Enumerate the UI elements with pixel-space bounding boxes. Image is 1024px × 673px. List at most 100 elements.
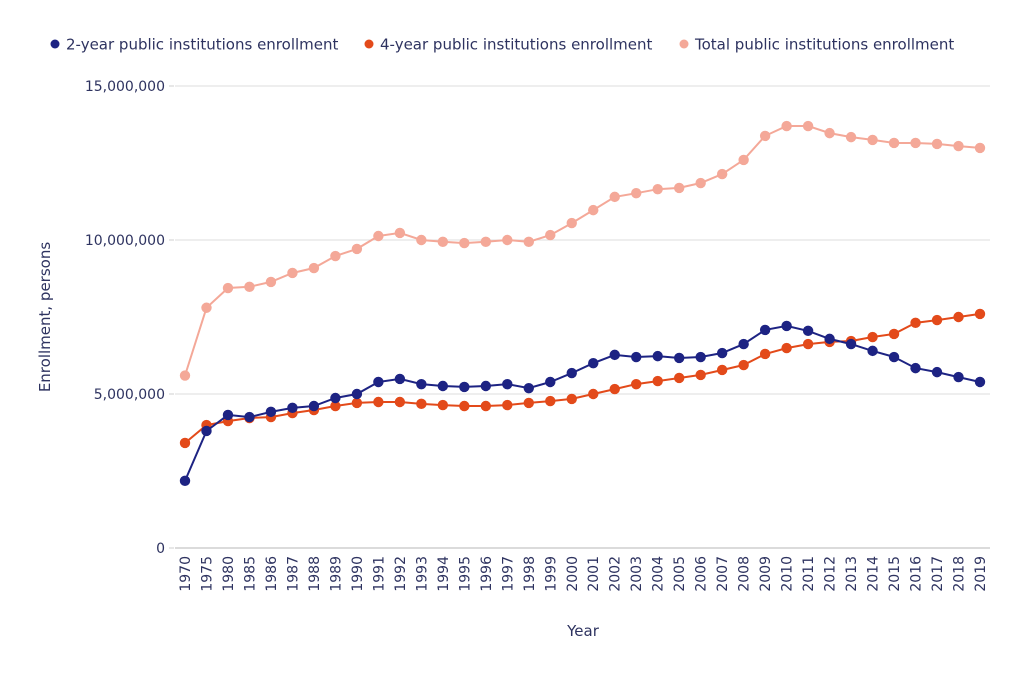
data-point[interactable] [244,281,255,293]
data-point[interactable] [931,314,943,326]
data-point[interactable] [609,383,620,395]
data-point[interactable] [287,267,298,279]
data-point[interactable] [566,217,577,229]
data-point[interactable] [179,437,191,449]
data-point[interactable] [802,338,814,350]
data-point[interactable] [609,191,620,203]
data-point[interactable] [716,364,728,376]
data-point[interactable] [351,243,363,255]
legend-item[interactable]: Total public institutions enrollment [679,36,955,54]
data-point[interactable] [394,396,406,408]
data-point[interactable] [974,376,986,388]
data-point[interactable] [351,397,363,409]
legend-item[interactable]: 2-year public institutions enrollment [50,36,339,54]
data-point[interactable] [480,380,492,392]
data-point[interactable] [588,204,599,216]
data-point[interactable] [738,154,749,166]
data-point[interactable] [824,127,835,139]
data-point[interactable] [265,276,277,288]
data-point[interactable] [716,168,728,180]
data-point[interactable] [179,370,191,381]
data-point[interactable] [437,399,449,411]
data-point[interactable] [459,381,470,393]
data-point[interactable] [523,397,534,409]
data-point[interactable] [631,351,642,363]
data-point[interactable] [416,378,427,390]
data-point[interactable] [974,308,986,320]
data-point[interactable] [738,359,749,371]
data-point[interactable] [888,328,900,340]
data-point[interactable] [373,376,384,388]
data-point[interactable] [394,373,406,385]
data-point[interactable] [867,345,878,357]
data-point[interactable] [673,182,685,194]
data-point[interactable] [287,402,298,414]
data-point[interactable] [201,425,212,437]
data-point[interactable] [480,400,492,412]
data-point[interactable] [459,400,470,412]
data-point[interactable] [545,229,556,241]
data-point[interactable] [695,351,706,363]
data-point[interactable] [802,120,814,132]
data-point[interactable] [545,395,556,407]
data-point[interactable] [437,236,449,248]
data-point[interactable] [351,388,363,400]
data-point[interactable] [867,134,878,146]
data-point[interactable] [953,311,964,323]
data-point[interactable] [416,398,427,410]
data-point[interactable] [845,131,857,143]
data-point[interactable] [330,392,341,404]
data-point[interactable] [502,234,513,246]
data-point[interactable] [759,324,771,336]
data-point[interactable] [716,347,728,359]
data-point[interactable] [588,388,599,400]
data-point[interactable] [545,376,556,388]
data-point[interactable] [673,372,685,384]
data-point[interactable] [394,227,406,239]
data-point[interactable] [738,338,749,350]
data-point[interactable] [566,367,577,379]
data-point[interactable] [910,317,921,329]
data-point[interactable] [673,352,685,364]
data-point[interactable] [609,349,620,361]
data-point[interactable] [416,234,427,246]
data-point[interactable] [802,325,814,337]
data-point[interactable] [201,302,212,313]
data-point[interactable] [888,137,900,149]
data-point[interactable] [502,378,513,390]
data-point[interactable] [222,282,234,294]
data-point[interactable] [265,406,277,418]
data-point[interactable] [824,333,835,345]
data-point[interactable] [502,399,513,411]
data-point[interactable] [459,237,470,249]
data-point[interactable] [931,366,943,378]
data-point[interactable] [652,350,663,362]
data-point[interactable] [222,409,234,421]
data-point[interactable] [373,230,384,242]
data-point[interactable] [330,250,341,262]
data-point[interactable] [480,236,492,248]
data-point[interactable] [179,475,191,487]
data-point[interactable] [888,351,900,363]
legend-item[interactable]: 4-year public institutions enrollment [364,36,653,54]
data-point[interactable] [781,320,792,332]
data-point[interactable] [437,380,449,392]
data-point[interactable] [631,378,642,390]
data-point[interactable] [566,393,577,405]
data-point[interactable] [695,369,706,381]
data-point[interactable] [523,382,534,394]
data-point[interactable] [781,120,792,132]
data-point[interactable] [588,358,599,369]
data-point[interactable] [308,400,320,412]
data-point[interactable] [974,142,986,154]
data-point[interactable] [931,138,943,150]
data-point[interactable] [953,140,964,152]
data-point[interactable] [523,236,534,248]
data-point[interactable] [867,331,878,343]
data-point[interactable] [244,411,255,423]
data-point[interactable] [910,137,921,149]
data-point[interactable] [308,262,320,274]
data-point[interactable] [373,396,384,408]
data-point[interactable] [631,187,642,199]
data-point[interactable] [652,183,663,195]
